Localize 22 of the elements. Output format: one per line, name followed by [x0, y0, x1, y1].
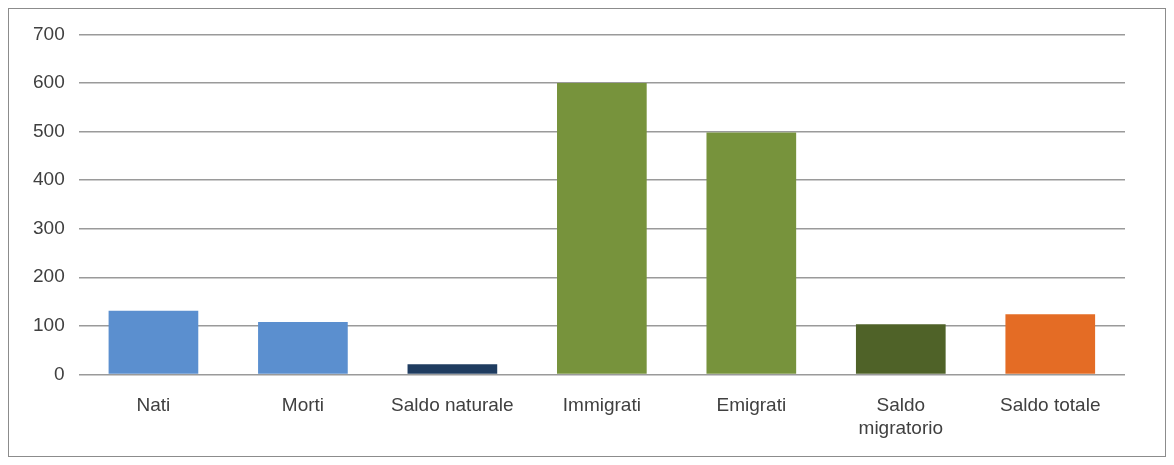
x-tick-label: Morti	[281, 394, 325, 416]
x-tick-label: Saldo totale	[1000, 394, 1101, 416]
x-tick-label: Emigrati	[716, 394, 787, 416]
y-tick-label: 400	[33, 168, 65, 190]
x-tick-label: Saldo migratorio	[858, 394, 944, 438]
bar	[706, 132, 797, 374]
bar	[258, 321, 348, 374]
bar	[557, 82, 647, 374]
y-tick-label: 600	[33, 71, 65, 93]
x-tick-label: Saldo naturale	[391, 394, 514, 416]
y-tick-label: 500	[33, 119, 65, 141]
bar	[1005, 314, 1096, 374]
y-tick-label: 700	[33, 22, 65, 44]
bar	[855, 324, 946, 374]
y-tick-label: 200	[33, 265, 65, 287]
x-tick-label: Nati	[136, 394, 171, 416]
y-tick-label: 100	[33, 314, 65, 336]
bar	[108, 310, 199, 374]
y-tick-label: 0	[54, 362, 65, 384]
bar	[407, 364, 498, 374]
y-tick-label: 300	[33, 216, 65, 238]
x-tick-label: Immigrati	[562, 394, 641, 416]
